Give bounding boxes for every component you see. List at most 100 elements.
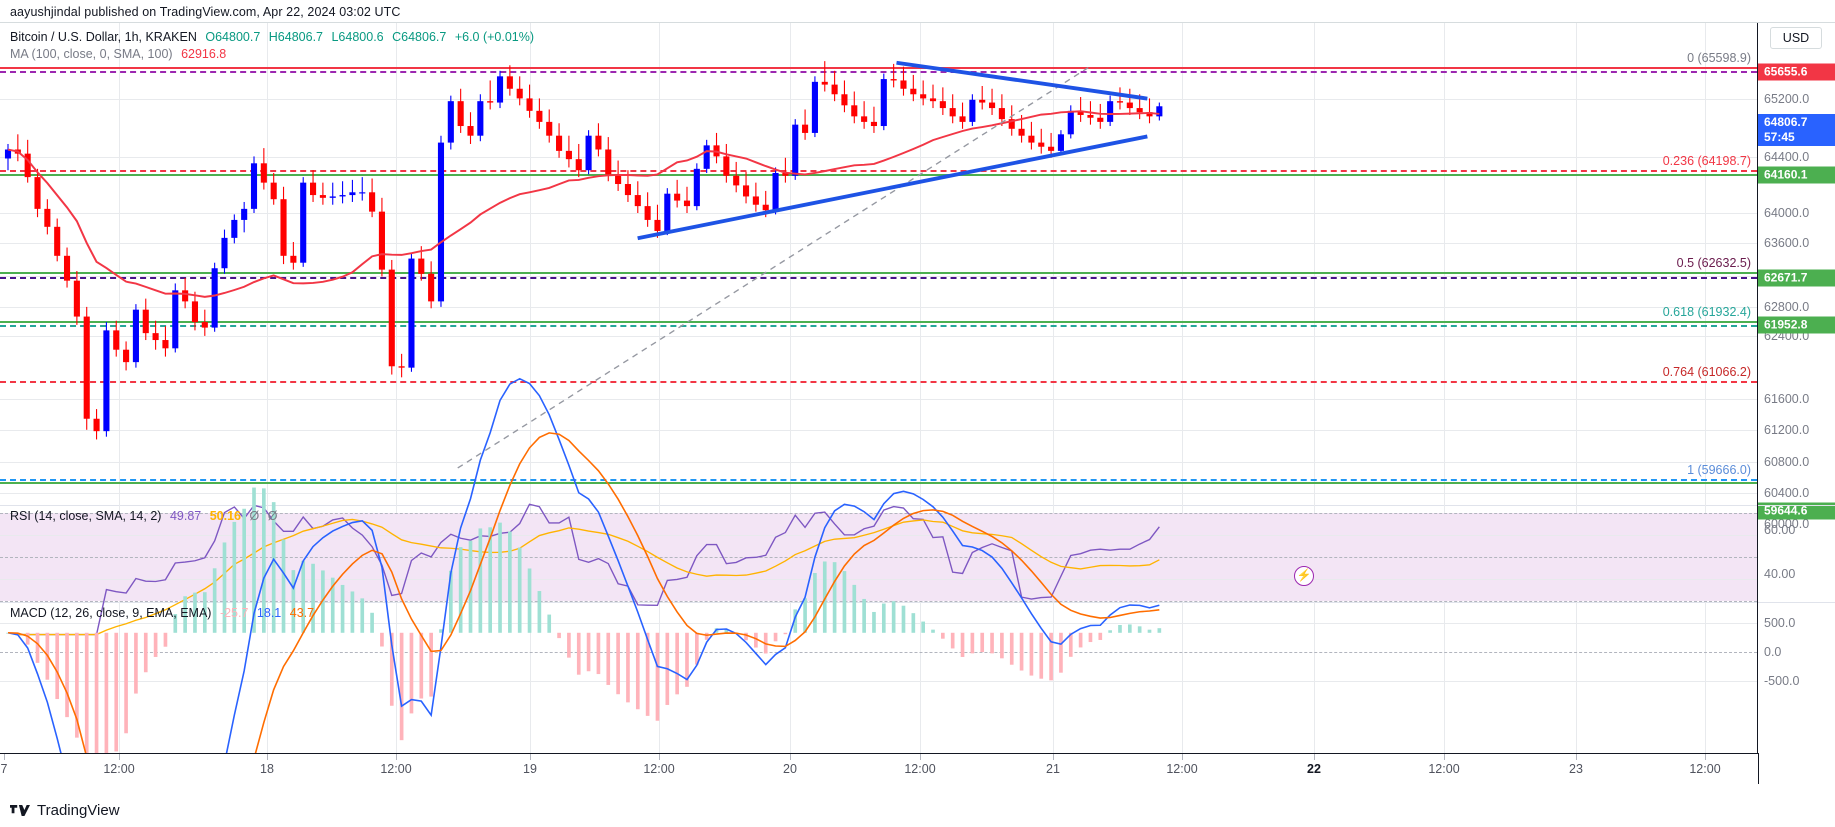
price-tick: 61600.0 bbox=[1764, 392, 1810, 406]
candlestick-series bbox=[4, 60, 1163, 753]
time-gridmark bbox=[1314, 754, 1315, 760]
ma-series-label[interactable]: MA (100, close, 0, SMA, 100) bbox=[10, 47, 173, 61]
chart-frame: 0 (65598.9) 0.236 (64198.7) 0.5 (62632.5… bbox=[0, 22, 1835, 784]
time-gridmark bbox=[659, 754, 660, 760]
macd-series-label[interactable]: MACD (12, 26, close, 9, EMA, EMA) bbox=[10, 606, 212, 620]
level-line-64160 bbox=[0, 174, 1757, 176]
price-tick: 60400.0 bbox=[1764, 486, 1810, 500]
time-gridmark bbox=[119, 754, 120, 760]
attribution-text: aayushjindal published on TradingView.co… bbox=[10, 5, 401, 19]
legend-close: C64806.7 bbox=[392, 30, 447, 44]
rsi-ma-value: 50.16 bbox=[209, 509, 241, 523]
price-badge: 62671.7 bbox=[1758, 269, 1835, 287]
time-tick: 12:00 bbox=[103, 762, 135, 776]
fib-dash-1 bbox=[0, 479, 1757, 481]
fib-label-0764: 0.764 (61066.2) bbox=[1662, 365, 1751, 379]
time-gridmark bbox=[920, 754, 921, 760]
fib-label-0236: 0.236 (64198.7) bbox=[1662, 154, 1751, 168]
time-tick: 12:00 bbox=[643, 762, 675, 776]
price-tick: 63600.0 bbox=[1764, 236, 1810, 250]
rsi-legend: RSI (14, close, SMA, 14, 2) 49.87 50.16 … bbox=[10, 509, 277, 523]
time-gridmark bbox=[1576, 754, 1577, 760]
time-gridmark bbox=[790, 754, 791, 760]
main-legend: Bitcoin / U.S. Dollar, 1h, KRAKEN O64800… bbox=[10, 30, 534, 44]
fib-dash-0618 bbox=[0, 325, 1757, 327]
macd-tick: -500.0 bbox=[1764, 674, 1800, 688]
chart-plot-area[interactable]: 0 (65598.9) 0.236 (64198.7) 0.5 (62632.5… bbox=[0, 23, 1758, 753]
rsi-series-label[interactable]: RSI (14, close, SMA, 14, 2) bbox=[10, 509, 162, 523]
macd-legend: MACD (12, 26, close, 9, EMA, EMA) -25.7 … bbox=[10, 606, 314, 620]
time-tick: 12:00 bbox=[1428, 762, 1460, 776]
fib-dash-0236 bbox=[0, 170, 1757, 172]
legend-symbol[interactable]: Bitcoin / U.S. Dollar, 1h, KRAKEN bbox=[10, 30, 197, 44]
time-tick: 12:00 bbox=[904, 762, 936, 776]
price-tick: 60000.0 bbox=[1764, 517, 1810, 531]
time-gridmark bbox=[1444, 754, 1445, 760]
time-tick: 7 bbox=[0, 762, 8, 776]
price-tick: 62800.0 bbox=[1764, 300, 1810, 314]
level-line-62671 bbox=[0, 272, 1757, 274]
time-tick: 22 bbox=[1307, 762, 1321, 776]
rsi-value: 49.87 bbox=[169, 509, 202, 523]
ma-value: 62916.8 bbox=[181, 47, 227, 61]
fib-label-0: 0 (65598.9) bbox=[1687, 51, 1751, 65]
macd-signal-value: 43.7 bbox=[289, 606, 315, 620]
axis-corner bbox=[1758, 753, 1835, 784]
legend-open: O64800.7 bbox=[205, 30, 261, 44]
fib-dash-0 bbox=[0, 71, 1757, 73]
fib-label-1: 1 (59666.0) bbox=[1687, 463, 1751, 477]
level-line-61952 bbox=[0, 321, 1757, 323]
price-axis[interactable]: USD 65200.064400.064000.063600.063200.06… bbox=[1758, 23, 1835, 753]
time-tick: 12:00 bbox=[1166, 762, 1198, 776]
time-gridmark bbox=[1705, 754, 1706, 760]
fib-dash-05 bbox=[0, 277, 1757, 279]
time-gridmark bbox=[4, 754, 5, 760]
pane-separator-rsi[interactable] bbox=[0, 505, 1757, 506]
price-badge: 61952.8 bbox=[1758, 316, 1835, 334]
time-tick: 19 bbox=[523, 762, 537, 776]
macd-line-value: 18.1 bbox=[256, 606, 282, 620]
time-tick: 21 bbox=[1046, 762, 1060, 776]
wedge-upper-trendline bbox=[896, 60, 1148, 101]
price-tick: 64400.0 bbox=[1764, 150, 1810, 164]
price-tick: 60800.0 bbox=[1764, 455, 1810, 469]
time-tick: 12:00 bbox=[380, 762, 412, 776]
currency-badge[interactable]: USD bbox=[1770, 27, 1822, 49]
time-tick: 18 bbox=[260, 762, 274, 776]
fib-dash-0764 bbox=[0, 381, 1757, 383]
time-gridmark bbox=[267, 754, 268, 760]
price-badge: 59644.6 bbox=[1758, 502, 1835, 520]
time-axis[interactable]: 7 12:00 18 12:00 19 12:00 20 12:00 21 12:00 22 12:0… bbox=[0, 753, 1835, 784]
tradingview-logo-icon bbox=[10, 804, 30, 817]
footer-brand: TradingView bbox=[37, 802, 120, 819]
macd-hist-value: -25.7 bbox=[219, 606, 249, 620]
trend-projection-line bbox=[457, 65, 1092, 469]
rsi-upper: Ø bbox=[249, 509, 260, 523]
time-tick: 20 bbox=[783, 762, 797, 776]
rsi-tick: 60.00 bbox=[1764, 523, 1796, 537]
price-tick: 61200.0 bbox=[1764, 423, 1810, 437]
legend-low: L64800.6 bbox=[331, 30, 384, 44]
time-gridmark bbox=[1182, 754, 1183, 760]
wedge-lower-trendline bbox=[637, 134, 1148, 241]
rsi-tick: 40.00 bbox=[1764, 567, 1796, 581]
pane-separator-macd[interactable] bbox=[0, 602, 1757, 603]
time-gridmark bbox=[1053, 754, 1054, 760]
price-badge: 64806.7 57:45 bbox=[1758, 114, 1835, 146]
rsi-lower: Ø bbox=[267, 509, 278, 523]
legend-change: +6.0 (+0.01%) bbox=[454, 30, 535, 44]
time-gridmark bbox=[530, 754, 531, 760]
price-tick: 64000.0 bbox=[1764, 206, 1810, 220]
fib-label-05: 0.5 (62632.5) bbox=[1676, 256, 1751, 270]
fib-label-0618: 0.618 (61932.4) bbox=[1662, 305, 1751, 319]
price-badge: 64160.1 bbox=[1758, 166, 1835, 184]
time-tick: 12:00 bbox=[1689, 762, 1721, 776]
price-tick: 65200.0 bbox=[1764, 92, 1810, 106]
footer: TradingView bbox=[10, 802, 120, 819]
level-line-59644 bbox=[0, 482, 1757, 484]
price-badge: 65655.6 bbox=[1758, 63, 1835, 81]
lightning-bolt-icon[interactable]: ⚡ bbox=[1294, 566, 1314, 586]
macd-tick: 0.0 bbox=[1764, 645, 1782, 659]
macd-tick: 500.0 bbox=[1764, 616, 1796, 630]
fib-line-0 bbox=[0, 67, 1757, 69]
